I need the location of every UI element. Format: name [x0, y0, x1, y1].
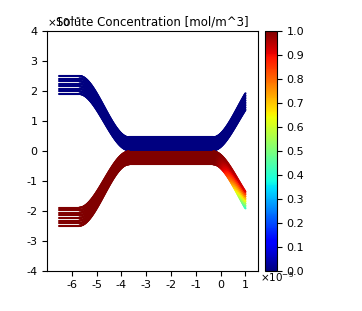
Text: $\times10^{-5}$: $\times10^{-5}$: [260, 271, 294, 284]
Title: Solute Concentration [mol/m^3]: Solute Concentration [mol/m^3]: [56, 16, 249, 29]
Text: $\times10^{-5}$: $\times10^{-5}$: [47, 15, 81, 29]
